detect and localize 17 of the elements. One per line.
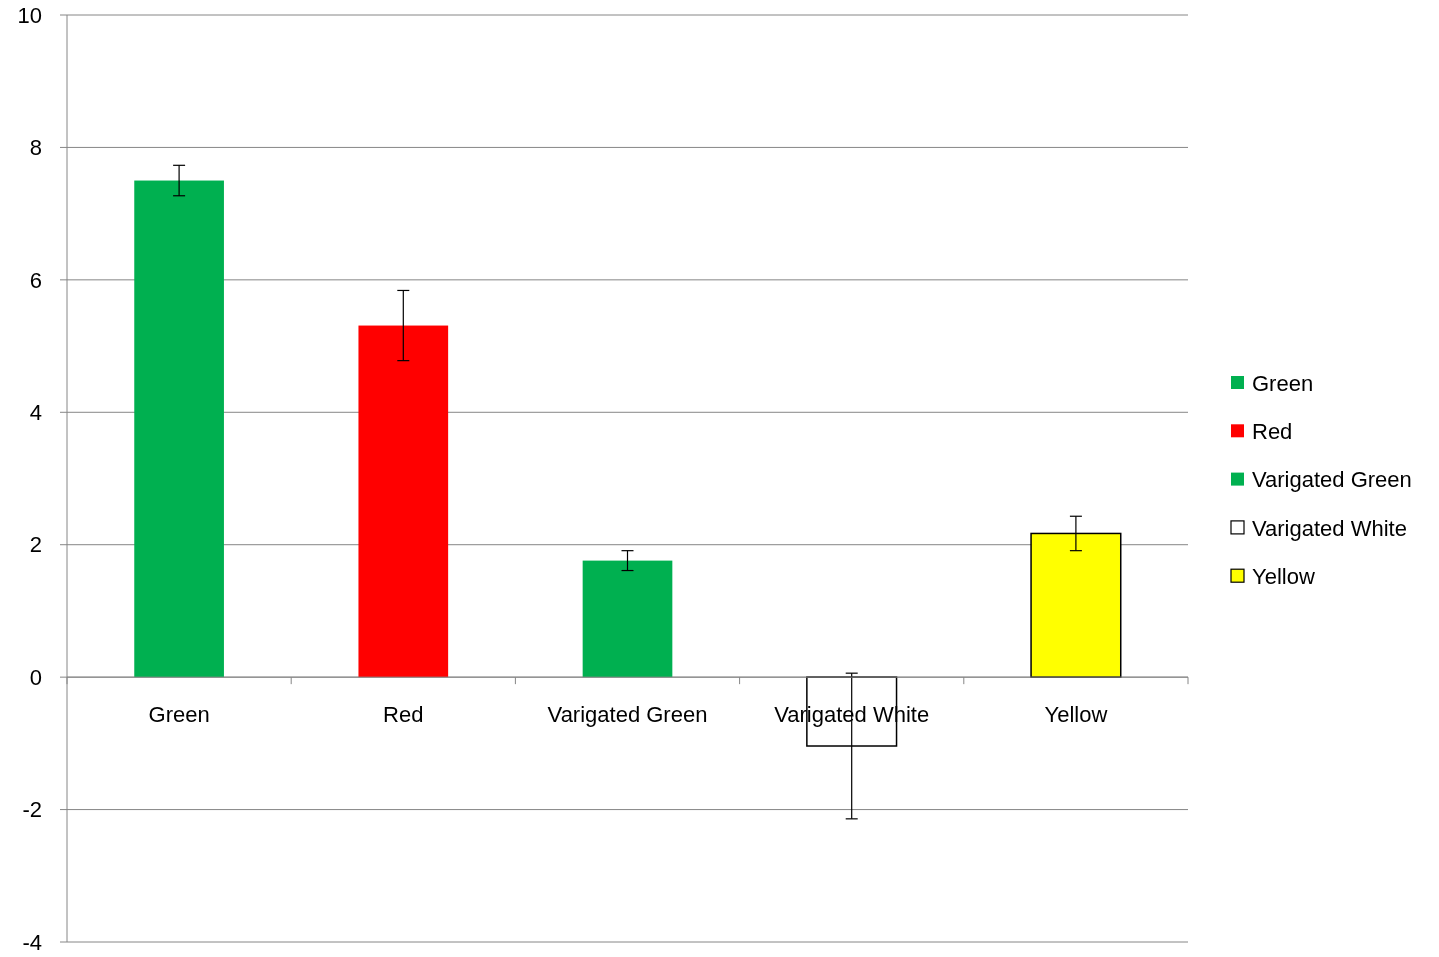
y-tick-label: -4 (22, 929, 42, 955)
y-tick-label: 8 (29, 135, 42, 161)
y-tick-label: 10 (17, 2, 42, 28)
y-tick-label: 6 (29, 267, 42, 293)
legend-label: Red (1252, 419, 1293, 444)
y-tick-label: 4 (29, 399, 42, 425)
x-tick-label: Varigated Green (547, 701, 708, 727)
legend-label: Varigated White (1252, 515, 1407, 541)
legend-label: Green (1252, 370, 1314, 396)
legend-label: Varigated Green (1252, 467, 1412, 493)
y-tick-label: -2 (22, 797, 42, 823)
y-tick-label: 2 (29, 532, 42, 558)
x-tick-label: Yellow (1044, 701, 1108, 727)
x-tick-label: Red (383, 701, 424, 727)
y-tick-label: 0 (29, 664, 42, 690)
x-tick-label: Green (148, 701, 210, 727)
legend-label: Yellow (1252, 563, 1315, 589)
